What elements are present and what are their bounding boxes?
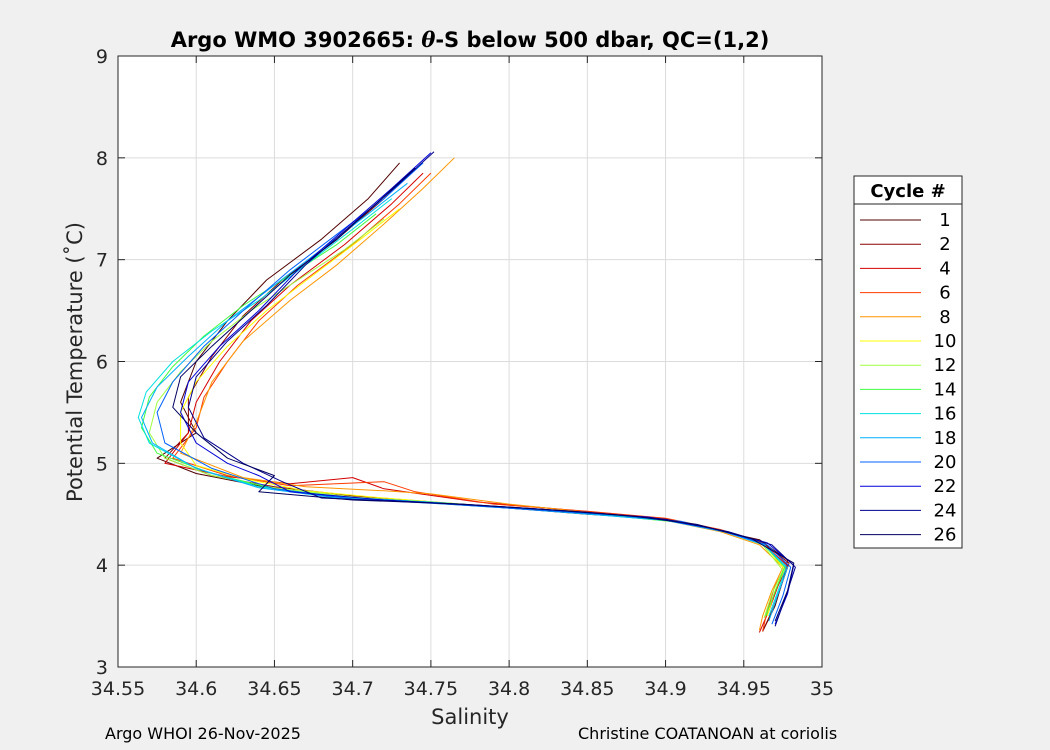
y-tick-label: 4 <box>96 555 108 577</box>
chart-title-prefix: Argo WMO 3902665: <box>171 28 422 52</box>
series-line-cycle-26 <box>172 167 795 622</box>
chart-title-theta: θ <box>421 27 435 52</box>
footer-source: Argo WHOI 26-Nov-2025 <box>105 724 301 743</box>
series-lines <box>137 151 796 633</box>
x-tick-label: 35 <box>810 678 834 700</box>
x-tick-label: 34.7 <box>332 678 374 700</box>
y-tick-label: 7 <box>96 250 108 272</box>
grid-lines <box>118 56 822 667</box>
legend-label: 6 <box>939 283 950 304</box>
legend-label: 12 <box>934 355 957 376</box>
x-tick-label: 34.9 <box>644 678 686 700</box>
legend-label: 4 <box>939 258 950 279</box>
x-tick-label: 34.95 <box>717 678 771 700</box>
legend-label: 26 <box>934 525 957 546</box>
x-tick-label: 34.65 <box>247 678 301 700</box>
legend-label: 2 <box>939 234 950 255</box>
axis-ticks: 34.55 34.6 34.65 34.7 34.75 34.8 34.85 34.9 34.9… <box>91 46 834 700</box>
y-axis-label: Potential Temperature (˚C) <box>63 222 87 502</box>
y-tick-label: 9 <box>96 46 108 68</box>
legend-label: 1 <box>939 210 950 231</box>
legend-label: 14 <box>934 379 957 400</box>
legend-label: 20 <box>934 452 957 473</box>
y-tick-label: 5 <box>96 453 108 475</box>
legend-label: 24 <box>934 500 957 521</box>
legend-label: 8 <box>939 307 950 328</box>
x-tick-label: 34.55 <box>91 678 145 700</box>
x-axis-label: Salinity <box>431 705 509 729</box>
x-tick-label: 34.75 <box>404 678 458 700</box>
legend-label: 10 <box>934 331 957 352</box>
legend-label: 22 <box>934 476 957 497</box>
y-tick-label: 8 <box>96 148 108 170</box>
y-tick-label: 6 <box>96 352 108 374</box>
footer-credit: Christine COATANOAN at coriolis <box>578 724 838 743</box>
x-tick-label: 34.85 <box>560 678 614 700</box>
series-line-cycle-24 <box>187 151 796 627</box>
x-tick-label: 34.8 <box>488 678 530 700</box>
x-tick-label: 34.6 <box>175 678 217 700</box>
y-tick-label: 3 <box>96 657 108 679</box>
legend-title: Cycle # <box>870 181 945 202</box>
chart-title-suffix: -S below 500 dbar, QC=(1,2) <box>435 28 769 52</box>
chart-title: Argo WMO 3902665: θ-S below 500 dbar, QC… <box>171 27 770 52</box>
legend-label: 18 <box>934 428 957 449</box>
legend-label: 16 <box>934 404 957 425</box>
